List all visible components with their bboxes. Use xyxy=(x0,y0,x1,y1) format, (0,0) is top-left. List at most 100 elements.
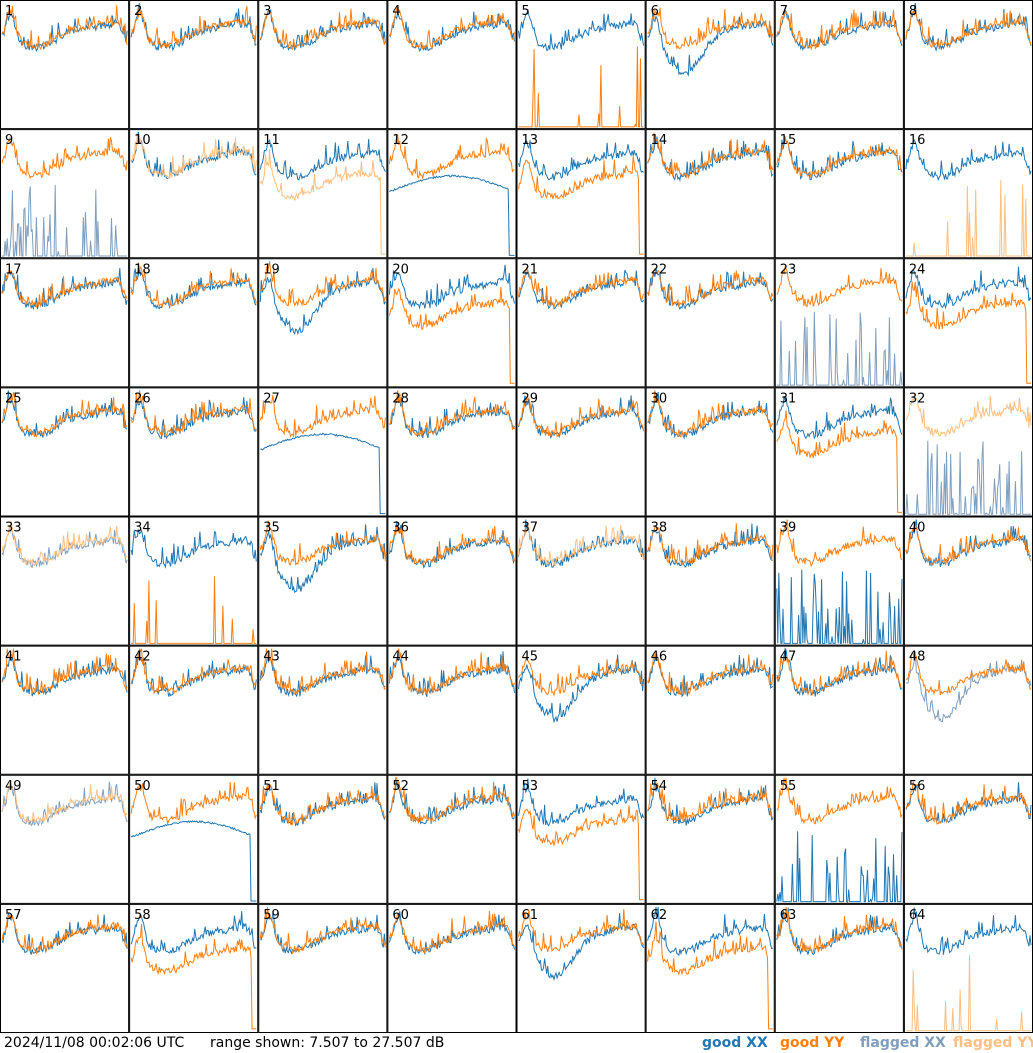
panel-frame xyxy=(516,645,646,775)
panel-26: 26 xyxy=(129,387,259,517)
panel-label: 45 xyxy=(522,650,539,665)
panel-frame xyxy=(387,387,517,517)
series-good-xx xyxy=(776,907,903,956)
series-good-yy xyxy=(389,6,515,50)
panel-label: 27 xyxy=(263,391,280,406)
series-good-yy xyxy=(1,268,128,309)
series-good-yy xyxy=(518,46,644,128)
series-good-yy xyxy=(647,267,774,307)
panel-36: 36 xyxy=(387,516,517,646)
panel-label: 22 xyxy=(651,262,668,277)
panel-35: 35 xyxy=(258,516,388,646)
series-good-yy xyxy=(647,921,773,1030)
series-good-xx xyxy=(776,396,903,440)
series-good-yy xyxy=(518,805,644,901)
panel-51: 51 xyxy=(258,774,388,904)
series-flagged-xx xyxy=(2,184,128,257)
panel-label: 33 xyxy=(5,521,22,536)
panel-label: 29 xyxy=(522,391,539,406)
series-good-xx xyxy=(389,174,515,256)
series-good-yy xyxy=(259,648,386,695)
series-flagged-xx xyxy=(905,440,1031,516)
panel-41: 41 xyxy=(0,645,130,775)
panel-label: 57 xyxy=(5,908,22,923)
series-good-yy xyxy=(130,923,257,1030)
panel-29: 29 xyxy=(516,387,646,517)
series-good-xx xyxy=(388,911,515,956)
panel-frame xyxy=(258,258,388,388)
panel-8: 8 xyxy=(903,0,1033,130)
panel-13: 13 xyxy=(516,129,646,259)
series-good-xx xyxy=(130,911,257,955)
panel-label: 48 xyxy=(909,650,926,665)
panel-label: 2 xyxy=(134,4,142,19)
panel-48: 48 xyxy=(903,645,1033,775)
panel-label: 23 xyxy=(780,262,797,277)
panel-46: 46 xyxy=(645,645,775,775)
panel-label: 44 xyxy=(392,650,409,665)
panel-label: 24 xyxy=(909,262,926,277)
panel-frame xyxy=(516,774,646,904)
series-good-yy xyxy=(131,2,257,48)
series-good-yy xyxy=(647,7,774,50)
series-good-yy xyxy=(130,390,257,437)
panel-label: 10 xyxy=(134,133,151,148)
panel-frame xyxy=(516,129,646,259)
panel-38: 38 xyxy=(645,516,775,646)
panel-label: 4 xyxy=(392,4,400,19)
panel-54: 54 xyxy=(645,774,775,904)
panel-label: 6 xyxy=(651,4,659,19)
series-good-xx xyxy=(259,138,386,181)
footer: 2024/11/08 00:02:06 UTC range shown: 7.5… xyxy=(0,1033,1033,1053)
series-good-yy xyxy=(388,286,515,384)
panel-label: 53 xyxy=(522,779,539,794)
panel-label: 12 xyxy=(392,133,409,148)
series-good-yy xyxy=(647,390,774,438)
panel-58: 58 xyxy=(129,903,259,1033)
series-good-xx xyxy=(518,8,645,51)
series-good-yy xyxy=(518,396,645,438)
legend-good-yy: good YY xyxy=(780,1035,845,1051)
panel-frame xyxy=(645,0,775,130)
panel-frame xyxy=(645,258,775,388)
series-good-xx xyxy=(647,268,774,311)
series-flagged-yy xyxy=(905,954,1031,1033)
panel-label: 58 xyxy=(134,908,151,923)
panel-label: 15 xyxy=(780,133,797,148)
series-good-yy xyxy=(388,648,515,696)
panel-label: 63 xyxy=(780,908,797,923)
series-good-yy xyxy=(905,524,1032,566)
panel-frame xyxy=(516,0,646,130)
panel-label: 20 xyxy=(392,262,409,277)
panel-label: 13 xyxy=(522,133,539,148)
series-good-yy xyxy=(776,9,903,51)
series-good-yy xyxy=(259,782,386,826)
series-good-xx xyxy=(389,11,515,52)
series-good-yy xyxy=(518,156,644,255)
series-good-yy xyxy=(259,906,386,955)
panel-frame xyxy=(516,387,646,517)
panel-label: 59 xyxy=(263,908,280,923)
panel-20: 20 xyxy=(387,258,517,388)
panel-frame xyxy=(774,129,904,259)
panel-label: 21 xyxy=(522,262,539,277)
panel-frame xyxy=(0,258,130,388)
panel-label: 34 xyxy=(134,521,151,536)
panel-7: 7 xyxy=(774,0,904,130)
series-good-xx xyxy=(389,394,515,439)
series-good-xx xyxy=(518,654,645,724)
panel-label: 35 xyxy=(263,521,280,536)
panel-label: 28 xyxy=(392,391,409,406)
panel-frame xyxy=(0,516,130,646)
series-good-xx xyxy=(518,778,645,827)
series-good-yy xyxy=(776,650,903,696)
panel-44: 44 xyxy=(387,645,517,775)
panel-4: 4 xyxy=(387,0,517,130)
series-good-yy xyxy=(388,525,515,566)
panel-frame xyxy=(903,774,1033,904)
series-good-yy xyxy=(260,261,386,307)
series-good-yy xyxy=(647,652,774,696)
series-good-yy xyxy=(776,410,902,513)
panel-40: 40 xyxy=(903,516,1033,646)
